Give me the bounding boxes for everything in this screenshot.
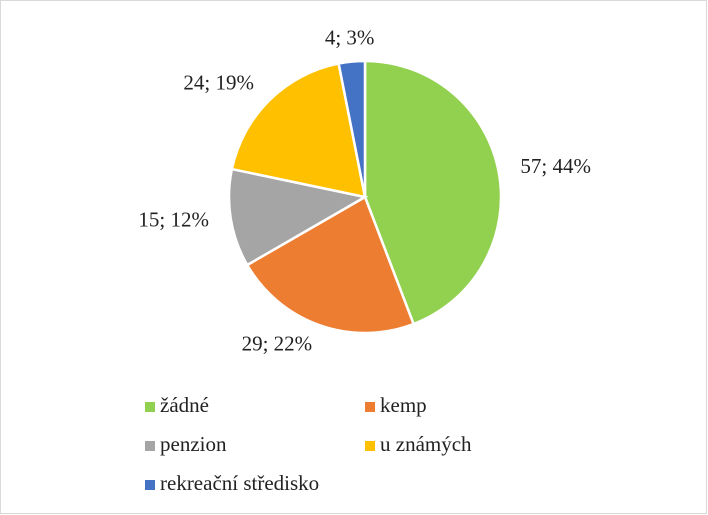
legend-label: penzion	[160, 432, 227, 456]
legend-swatch	[145, 441, 155, 451]
legend-label: kemp	[380, 393, 427, 417]
legend-label: u známých	[380, 432, 472, 456]
pie-slice	[363, 59, 503, 326]
pie-slice	[227, 167, 369, 267]
legend-swatch	[145, 480, 155, 490]
pie-slice	[245, 195, 416, 335]
data-label: 29; 22%	[242, 332, 313, 356]
legend-label: žádné	[160, 393, 209, 417]
legend-swatch	[365, 441, 375, 451]
legend-swatch	[145, 402, 155, 412]
data-label: 24; 19%	[183, 70, 254, 94]
pie-slice	[337, 59, 367, 198]
pie-slice	[230, 62, 367, 199]
legend-swatch	[365, 402, 375, 412]
data-label: 15; 12%	[138, 208, 209, 232]
legend-label: rekreační středisko	[160, 471, 319, 495]
data-label: 57; 44%	[520, 154, 591, 178]
data-label: 4; 3%	[325, 26, 375, 50]
